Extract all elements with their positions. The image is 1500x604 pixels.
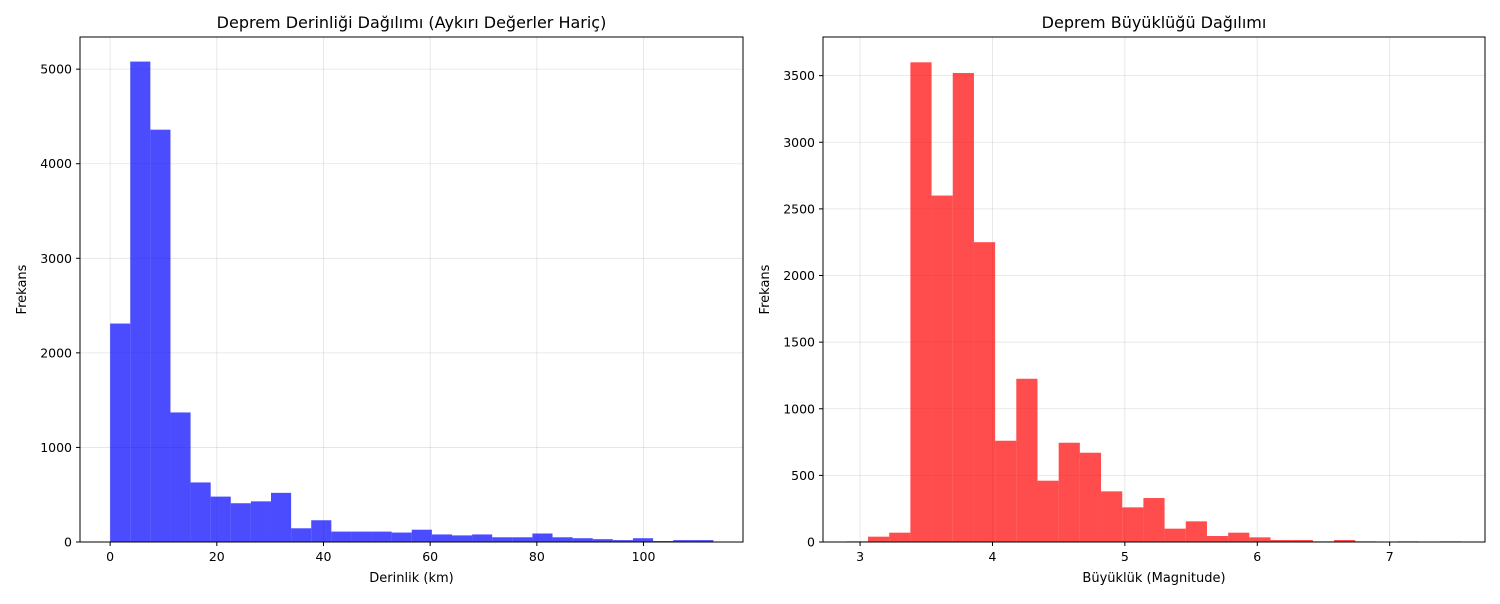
x-tick-label: 100 [632,549,656,564]
histogram-bars [847,62,1483,542]
x-tick-label: 7 [1386,549,1394,564]
chart-title: Deprem Derinliği Dağılımı (Aykırı Değerl… [217,13,607,32]
y-tick-label: 0 [807,535,815,550]
y-tick-label: 500 [791,468,815,483]
y-axis-label: Frekans [758,264,773,314]
histogram-bar [995,441,1016,542]
x-tick-label: 4 [988,549,996,564]
histogram-bar [932,196,953,542]
y-tick-label: 0 [64,535,72,550]
histogram-bar [633,538,653,542]
histogram-bar [211,497,231,542]
x-tick-label: 40 [316,549,332,564]
histogram-bar [251,501,271,542]
histogram-bar [130,62,150,542]
y-axis-label: Frekans [15,264,30,314]
histogram-bar [351,532,371,542]
y-tick-label: 1000 [40,440,72,455]
histogram-bar [412,530,432,542]
histogram-bar [553,537,573,542]
histogram-bar [974,242,995,542]
histogram-bar [472,534,492,542]
histogram-bar [1186,521,1207,542]
x-tick-label: 0 [106,549,114,564]
histogram-bars [110,62,713,542]
x-axis-ticks: 0 20 40 60 80 100 [106,542,655,564]
histogram-bar [953,73,974,542]
histogram-bar [1101,491,1122,542]
histogram-bar [231,503,251,542]
x-tick-label: 6 [1253,549,1261,564]
histogram-bar [432,534,452,542]
histogram-bar [532,533,552,542]
histogram-bar [1080,453,1101,542]
histogram-bar [271,493,291,542]
histogram-bar [1122,507,1143,542]
histogram-bar [512,537,532,542]
x-tick-label: 20 [209,549,225,564]
histogram-bar [1016,379,1037,542]
histogram-bar [150,130,170,542]
histogram-bar [191,482,211,542]
histogram-bar [1165,529,1186,542]
x-tick-label: 60 [422,549,438,564]
histogram-bar [452,535,472,542]
histogram-bar [1228,533,1249,542]
histogram-bar [110,324,130,542]
y-tick-label: 2500 [783,201,815,216]
histogram-bar [1207,536,1228,542]
y-tick-label: 2000 [40,345,72,360]
chart-title: Deprem Büyüklüğü Dağılımı [1042,13,1267,32]
x-tick-label: 3 [856,549,864,564]
histogram-bar [392,533,412,542]
histogram-bar [492,537,512,542]
histogram-bar [868,537,889,542]
y-tick-label: 3000 [40,251,72,266]
x-tick-label: 5 [1121,549,1129,564]
y-tick-label: 4000 [40,156,72,171]
y-axis-ticks: 0 1000 2000 3000 4000 5000 [40,62,80,550]
histogram-bar [1059,443,1080,542]
histogram-bar [170,412,190,542]
y-tick-label: 3500 [783,68,815,83]
histogram-bar [910,62,931,542]
histogram-bar [889,533,910,542]
y-axis-ticks: 0 500 1000 1500 2000 2500 3000 3500 [783,68,823,549]
x-axis-label: Derinlik (km) [369,571,453,586]
histogram-bar [1037,481,1058,542]
histogram-bar [573,538,593,542]
x-tick-label: 80 [529,549,545,564]
histogram-bar [311,520,331,542]
depth-histogram-panel: 0 20 40 60 80 100 0 1000 2000 3000 4000 5000 Depre… [15,13,743,586]
x-axis-label: Büyüklük (Magnitude) [1082,571,1225,586]
histogram-bar [331,532,351,542]
magnitude-histogram-panel: 3 4 5 6 7 0 500 1000 1500 2000 2500 3000 3500 Depre… [758,13,1485,586]
y-tick-label: 1000 [783,401,815,416]
histogram-bar [1143,498,1164,542]
y-tick-label: 1500 [783,335,815,350]
y-tick-label: 2000 [783,268,815,283]
histogram-bar [372,532,392,542]
y-tick-label: 3000 [783,135,815,150]
histogram-bar [1249,537,1270,542]
y-tick-label: 5000 [40,62,72,77]
x-axis-ticks: 3 4 5 6 7 [856,542,1394,564]
histogram-bar [291,528,311,542]
